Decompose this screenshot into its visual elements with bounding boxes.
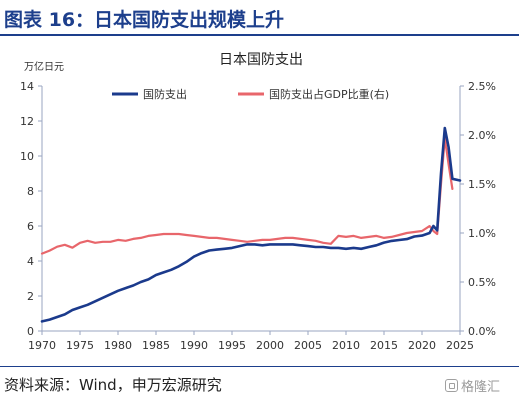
x-tick-label: 1995 bbox=[218, 339, 246, 352]
watermark-logo-icon bbox=[445, 379, 458, 392]
y-left-tick-label: 10 bbox=[20, 150, 34, 163]
y-left-tick-label: 8 bbox=[27, 185, 34, 198]
series-line-gdp-ratio bbox=[40, 136, 454, 255]
legend-label-gdp-ratio: 国防支出占GDP比重(右) bbox=[269, 87, 389, 101]
y-left-tick-label: 4 bbox=[27, 255, 34, 268]
y-left-tick-label: 0 bbox=[27, 325, 34, 338]
y-right-tick-label: 2.5% bbox=[468, 80, 496, 93]
y-left-tick-label: 12 bbox=[20, 115, 34, 128]
x-tick-label: 2010 bbox=[332, 339, 360, 352]
x-tick-label: 1975 bbox=[66, 339, 94, 352]
x-tick-label: 1970 bbox=[28, 339, 56, 352]
y-left-tick-label: 6 bbox=[27, 220, 34, 233]
y-right-tick-label: 0.5% bbox=[468, 276, 496, 289]
x-tick-label: 1990 bbox=[180, 339, 208, 352]
chart-title: 日本国防支出 bbox=[219, 52, 303, 68]
x-tick-label: 2015 bbox=[370, 339, 398, 352]
y-right-tick-label: 2.0% bbox=[468, 129, 496, 142]
y-right-tick-label: 1.5% bbox=[468, 178, 496, 191]
x-tick-label: 2025 bbox=[446, 339, 474, 352]
legend-label-defense-spending: 国防支出 bbox=[143, 87, 187, 101]
y-left-tick-label: 14 bbox=[20, 80, 34, 93]
footer-rule bbox=[0, 366, 519, 367]
watermark: 格隆汇 bbox=[445, 376, 500, 395]
y-left-tick-label: 2 bbox=[27, 290, 34, 303]
x-tick-label: 2000 bbox=[256, 339, 284, 352]
x-tick-label: 2020 bbox=[408, 339, 436, 352]
header-rule bbox=[0, 34, 519, 36]
series-line-defense-spending bbox=[40, 126, 462, 323]
figure-title: 图表 16：日本国防支出规模上升 bbox=[4, 9, 285, 31]
figure-header: 图表 16：日本国防支出规模上升 bbox=[0, 0, 519, 34]
x-tick-label: 1985 bbox=[142, 339, 170, 352]
x-tick-label: 1980 bbox=[104, 339, 132, 352]
source-note: 资料来源：Wind，申万宏源研究 bbox=[4, 376, 222, 394]
y-right-tick-label: 0.0% bbox=[468, 325, 496, 338]
y-unit-label: 万亿日元 bbox=[24, 60, 64, 73]
y-right-tick-label: 1.0% bbox=[468, 227, 496, 240]
x-tick-label: 2005 bbox=[294, 339, 322, 352]
watermark-text: 格隆汇 bbox=[461, 380, 501, 395]
